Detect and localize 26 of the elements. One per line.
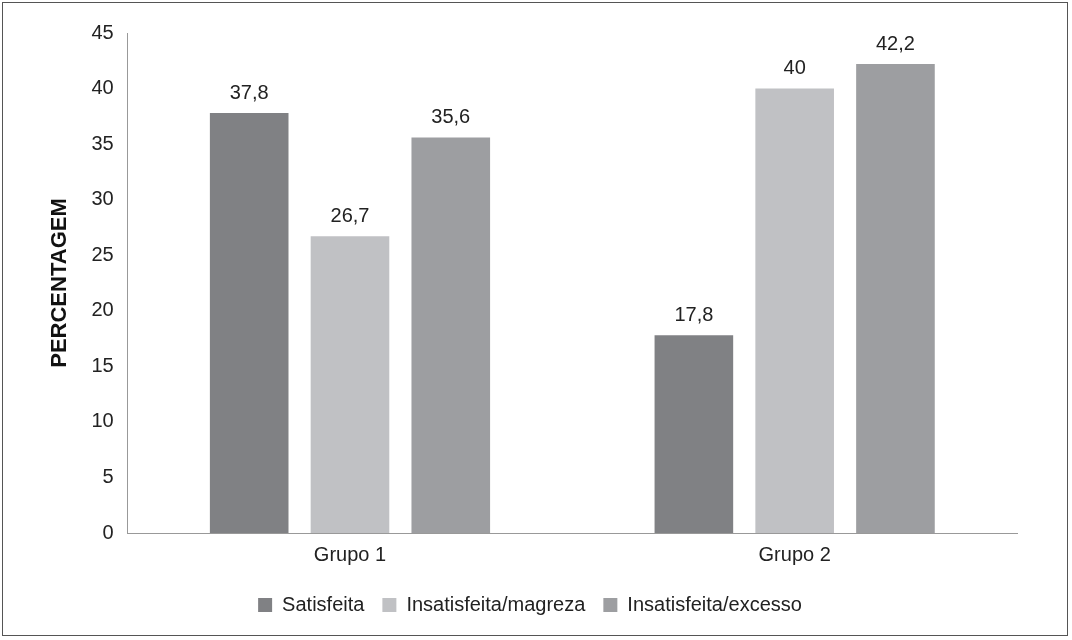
- y-axis-title: PERCENTAGEM: [46, 198, 72, 368]
- bar: [310, 236, 390, 533]
- data-label: 35,6: [431, 104, 471, 127]
- data-label: 42,2: [875, 31, 915, 54]
- data-label: 40: [783, 56, 806, 79]
- y-tick-label: 25: [91, 242, 114, 265]
- y-tick-label: 10: [91, 409, 114, 432]
- y-tick-label: 20: [91, 298, 114, 321]
- data-label: 37,8: [229, 80, 269, 103]
- y-tick-label: 35: [91, 131, 114, 154]
- y-tick-label: 15: [91, 353, 114, 376]
- bar: [209, 113, 289, 533]
- data-label: 26,7: [330, 203, 370, 226]
- y-tick-label: 40: [91, 76, 114, 99]
- y-tick-label: 0: [102, 520, 114, 543]
- y-tick-label: 45: [91, 20, 114, 43]
- legend-label: Insatisfeita/excesso: [627, 592, 802, 615]
- y-tick-label: 5: [102, 464, 114, 487]
- data-label: 17,8: [674, 302, 714, 325]
- x-tick-label: Grupo 1: [313, 542, 387, 565]
- legend-label: Insatisfeita/magreza: [406, 592, 587, 615]
- y-tick-label: 30: [91, 187, 114, 210]
- x-tick-label: Grupo 2: [758, 542, 831, 565]
- bar: [654, 335, 734, 533]
- legend-label: Satisfeita: [282, 592, 366, 615]
- bar: [755, 88, 834, 533]
